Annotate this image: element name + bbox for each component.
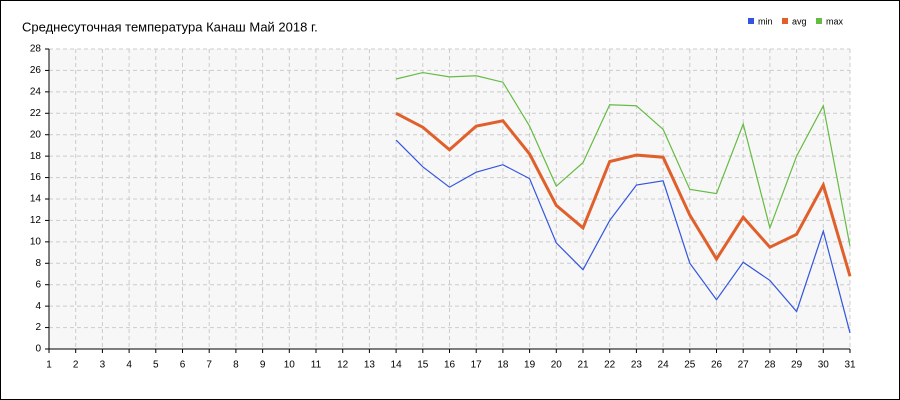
legend-label: max [826, 16, 844, 26]
x-tick-label: 19 [524, 360, 536, 371]
x-tick-label: 10 [284, 360, 296, 371]
x-tick-label: 5 [153, 360, 159, 371]
legend-swatch [748, 18, 754, 24]
x-tick-label: 4 [126, 360, 132, 371]
y-tick-label: 12 [30, 215, 42, 226]
y-tick-label: 26 [30, 65, 42, 76]
y-tick-label: 28 [30, 44, 42, 55]
x-tick-label: 15 [417, 360, 429, 371]
series-line [395, 139, 851, 334]
x-tick-label: 14 [391, 360, 403, 371]
chart-title: Среднесуточная температура Канаш Май 201… [22, 19, 318, 34]
y-tick-label: 2 [35, 322, 41, 333]
y-tick-label: 14 [30, 194, 42, 205]
x-tick-label: 28 [764, 360, 776, 371]
x-tick-label: 31 [844, 360, 856, 371]
x-tick-label: 25 [684, 360, 696, 371]
x-tick-label: 21 [577, 360, 589, 371]
x-tick-label: 8 [233, 360, 239, 371]
x-tick-label: 27 [738, 360, 750, 371]
legend-label: avg [792, 16, 807, 26]
x-tick-label: 9 [260, 360, 266, 371]
y-tick-label: 10 [30, 236, 42, 247]
x-tick-label: 17 [471, 360, 483, 371]
x-tick-label: 3 [100, 360, 106, 371]
legend-swatch [816, 18, 822, 24]
x-tick-label: 23 [631, 360, 643, 371]
x-tick-label: 13 [364, 360, 376, 371]
y-tick-label: 6 [35, 279, 41, 290]
series-line [395, 71, 851, 247]
y-tick-label: 20 [30, 129, 42, 140]
y-tick-label: 18 [30, 151, 42, 162]
y-tick-label: 8 [35, 258, 41, 269]
x-tick-label: 7 [206, 360, 212, 371]
series-line [395, 111, 852, 277]
x-tick-label: 22 [604, 360, 616, 371]
x-tick-label: 26 [711, 360, 723, 371]
x-tick-label: 24 [658, 360, 670, 371]
x-tick-label: 11 [311, 360, 322, 371]
x-tick-label: 1 [46, 360, 52, 371]
y-tick-label: 22 [30, 108, 42, 119]
x-tick-label: 30 [818, 360, 830, 371]
x-tick-label: 2 [73, 360, 79, 371]
x-tick-label: 29 [791, 360, 803, 371]
x-tick-label: 12 [337, 360, 349, 371]
y-tick-label: 24 [30, 86, 42, 97]
x-tick-label: 18 [497, 360, 509, 371]
y-tick-label: 0 [35, 344, 41, 355]
legend-swatch [782, 18, 788, 24]
legend-label: min [758, 16, 773, 26]
x-tick-label: 20 [551, 360, 563, 371]
x-tick-label: 16 [444, 360, 456, 371]
x-tick-label: 6 [180, 360, 186, 371]
y-tick-label: 16 [30, 172, 42, 183]
y-tick-label: 4 [35, 301, 41, 312]
